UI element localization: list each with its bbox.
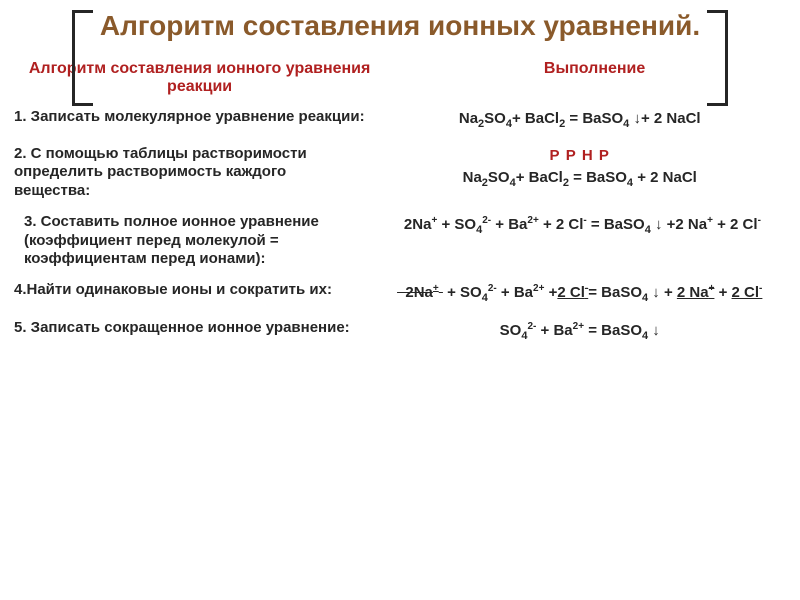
row-2: 2. С помощью таблицы растворимости опред…: [0, 145, 800, 201]
exec-2-eq: Na2SO4+ BaCl2 = BaSO4 + 2 NaCl: [373, 167, 786, 192]
exec-4: 2Na+ + SO42- + Ba2+ +2 Cl-= BaSO4 ↓ + 2 …: [373, 281, 786, 307]
step-2: 2. С помощью таблицы растворимости опред…: [14, 145, 373, 201]
left-column-header: Алгоритм составления ионного уравнения р…: [0, 60, 389, 96]
step-5: 5. Записать сокращенное ионное уравнение…: [14, 319, 373, 338]
right-column-header: Выполнение: [389, 60, 800, 96]
step-3: 3. Составить полное ионное уравнение (ко…: [14, 213, 379, 269]
slide: Алгоритм составления ионных уравнений. А…: [0, 0, 800, 600]
solubility-labels: Р Р Н Р: [373, 145, 786, 168]
exec-1: Na2SO4+ BaCl2 = BaSO4 ↓+ 2 NaCl: [373, 108, 786, 133]
title-area: Алгоритм составления ионных уравнений.: [0, 0, 800, 50]
row-3: 3. Составить полное ионное уравнение (ко…: [0, 213, 800, 269]
row-5: 5. Записать сокращенное ионное уравнение…: [0, 319, 800, 345]
step-1: 1. Записать молекулярное уравнение реакц…: [14, 108, 373, 127]
row-4: 4.Найти одинаковые ионы и сократить их: …: [0, 281, 800, 307]
exec-5: SO42- + Ba2+ = BaSO4 ↓: [373, 319, 786, 345]
column-headers: Алгоритм составления ионного уравнения р…: [0, 60, 800, 96]
slide-title: Алгоритм составления ионных уравнений.: [100, 10, 700, 42]
bracket-right-icon: [707, 10, 728, 106]
step-4: 4.Найти одинаковые ионы и сократить их:: [14, 281, 373, 300]
exec-3: 2Na+ + SO42- + Ba2+ + 2 Cl- = BaSO4 ↓ +2…: [379, 213, 786, 239]
exec-2: Р Р Н Р Na2SO4+ BaCl2 = BaSO4 + 2 NaCl: [373, 145, 786, 192]
bracket-left-icon: [72, 10, 93, 106]
row-1: 1. Записать молекулярное уравнение реакц…: [0, 108, 800, 133]
